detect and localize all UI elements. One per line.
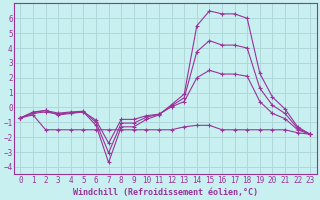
X-axis label: Windchill (Refroidissement éolien,°C): Windchill (Refroidissement éolien,°C) [73, 188, 258, 197]
